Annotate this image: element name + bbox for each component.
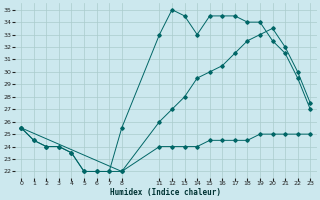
X-axis label: Humidex (Indice chaleur): Humidex (Indice chaleur) [110, 188, 221, 197]
